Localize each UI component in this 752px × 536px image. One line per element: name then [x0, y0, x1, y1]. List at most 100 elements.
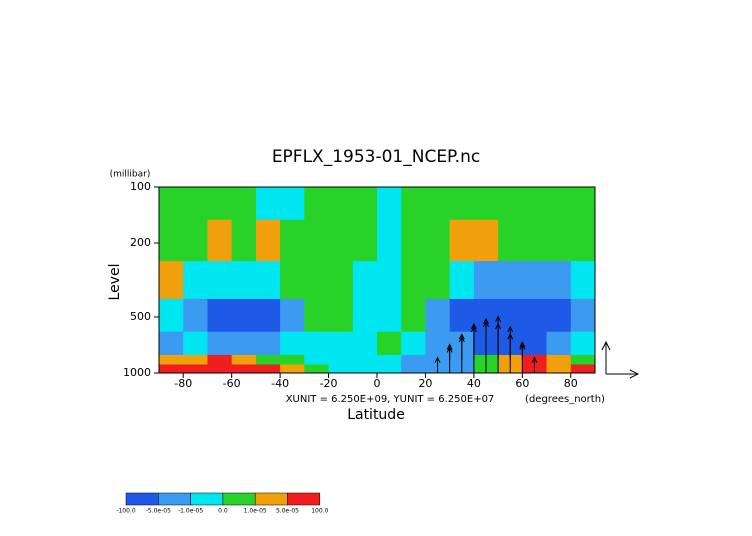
- x-tick-label: 40: [467, 377, 481, 390]
- contour-cell: [522, 331, 548, 356]
- contour-cell: [401, 298, 426, 333]
- contour-cell: [304, 354, 330, 365]
- contour-cell: [183, 219, 208, 262]
- contour-cell: [570, 261, 596, 300]
- contour-cell: [328, 187, 354, 221]
- colorbar-box: [158, 492, 191, 506]
- contour-cell: [522, 298, 548, 333]
- contour-cell: [183, 187, 208, 221]
- contour-cell: [159, 187, 184, 221]
- contour-cell: [570, 298, 596, 333]
- contour-cell: [328, 364, 354, 374]
- contour-cell: [207, 354, 233, 365]
- contour-cell: [304, 261, 330, 300]
- colorbar-box: [222, 492, 256, 506]
- contour-cell: [159, 261, 184, 300]
- contour-cell: [183, 298, 208, 333]
- contour-cell: [280, 261, 305, 300]
- contour-cell: [328, 331, 354, 356]
- reference-arrows: [601, 340, 640, 379]
- contour-cell: [255, 298, 281, 333]
- vector-arrow: [470, 322, 477, 360]
- colorbar-label: -100.0: [116, 508, 136, 515]
- x-tick-label: 0: [374, 377, 381, 390]
- contour-cell: [473, 261, 499, 300]
- contour-cell: [377, 298, 402, 333]
- contour-cell: [449, 261, 475, 300]
- contour-cell: [255, 331, 281, 356]
- colorbar-label: 5.0e-05: [276, 508, 299, 515]
- contour-cell: [159, 331, 184, 356]
- contour-cell: [159, 298, 184, 333]
- x-tick-label: -20: [320, 377, 338, 390]
- contour-cell: [570, 331, 596, 356]
- contour-cell: [522, 219, 548, 262]
- contour-cell: [207, 364, 233, 374]
- contour-cell: [304, 298, 330, 333]
- contour-cell: [570, 219, 596, 262]
- contour-cell: [183, 261, 208, 300]
- contour-cell: [425, 219, 451, 262]
- contour-cell: [546, 187, 572, 221]
- contour-cell: [159, 219, 184, 262]
- contour-cell: [425, 298, 451, 333]
- contour-cell: [570, 364, 596, 374]
- contour-cell: [159, 364, 184, 374]
- contour-cell: [449, 187, 475, 221]
- vector-arrow: [507, 333, 514, 360]
- contour-cell: [183, 354, 208, 365]
- vector-arrow: [531, 356, 538, 373]
- colorbar-label: 0.0: [218, 508, 228, 515]
- colorbar-box: [287, 492, 321, 506]
- contour-cell: [207, 187, 233, 221]
- vector-arrow: [446, 343, 453, 360]
- contour-cell: [231, 354, 257, 365]
- x-tick-label: 60: [515, 377, 529, 390]
- contour-cell: [449, 298, 475, 333]
- contour-cell: [425, 261, 451, 300]
- contour-cell: [449, 219, 475, 262]
- contour-cell: [207, 219, 233, 262]
- colorbar-label: 100.0: [311, 508, 328, 515]
- y-tick-label: 500: [130, 310, 151, 323]
- contour-cell: [546, 298, 572, 333]
- contour-cell: [352, 261, 378, 300]
- contour-cell: [255, 261, 281, 300]
- x-tick-label: 20: [418, 377, 432, 390]
- contour-cell: [570, 354, 596, 365]
- contour-cell: [255, 187, 281, 221]
- contour-cell: [328, 354, 354, 365]
- contour-cell: [498, 219, 523, 262]
- contour-cell: [377, 354, 402, 365]
- y-tick-label: 200: [130, 236, 151, 249]
- contour-cell: [522, 261, 548, 300]
- colorbar-box: [125, 492, 159, 506]
- contour-cell: [255, 219, 281, 262]
- contour-cell: [401, 261, 426, 300]
- colorbar-box: [254, 492, 288, 506]
- contour-cell: [498, 261, 523, 300]
- contour-cell: [546, 219, 572, 262]
- contour-cell: [546, 331, 572, 356]
- contour-cell: [377, 364, 402, 374]
- contour-cell: [401, 364, 426, 374]
- contour-cell: [546, 364, 572, 374]
- contour-cell: [207, 331, 233, 356]
- vector-arrow: [483, 317, 489, 360]
- contour-cell: [328, 261, 354, 300]
- colorbar-label: 1.0e-05: [244, 508, 267, 515]
- vector-arrow: [495, 322, 502, 360]
- contour-cell: [304, 187, 330, 221]
- contour-cell: [280, 298, 305, 333]
- contour-cell: [231, 219, 257, 262]
- contour-cell: [231, 261, 257, 300]
- contour-cell: [401, 187, 426, 221]
- colorbar-label: -1.0e-05: [178, 508, 203, 515]
- vector-arrow: [434, 356, 441, 373]
- contour-cell: [401, 219, 426, 262]
- colorbar-box: [190, 492, 224, 506]
- x-tick-label: -40: [271, 377, 289, 390]
- contour-cell: [473, 187, 499, 221]
- contour-cell: [280, 364, 305, 374]
- vector-arrow: [458, 333, 465, 360]
